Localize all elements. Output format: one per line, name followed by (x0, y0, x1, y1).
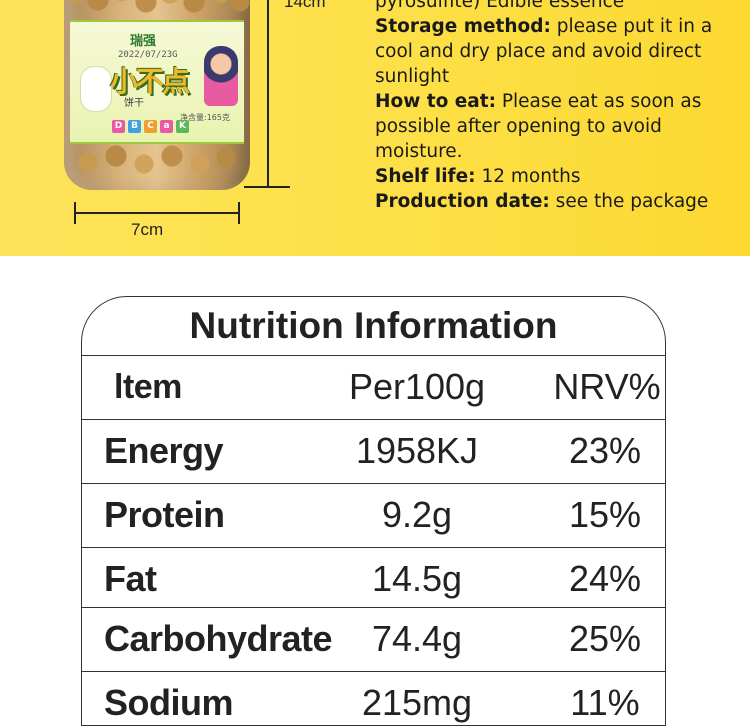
product-banner: 瑞强 2022/07/23G 小不点 饼干 净含量:165克 D B C a K… (0, 0, 750, 256)
label-net-weight: 净含量:165克 (180, 113, 230, 122)
row-per100g: 1958KJ (355, 430, 479, 471)
row-nrv: 23% (568, 430, 642, 471)
letter-block: D (112, 120, 125, 133)
how-to-eat: How to eat: Please eat as soon as possib… (375, 89, 735, 164)
row-per100g: 74.4g (371, 618, 463, 659)
storage-method: Storage method: please put it in a cool … (375, 14, 735, 89)
height-dimension-label: 14cm (284, 0, 326, 11)
width-dimension-line (74, 212, 240, 214)
storage-label: Storage method: (375, 16, 551, 37)
shelf-life: Shelf life: 12 months (375, 164, 735, 189)
row-item: Protein (104, 494, 225, 535)
letter-blocks: D B C a K (112, 120, 189, 133)
row-per100g: 215mg (361, 682, 473, 723)
label-subtitle: 饼干 (124, 98, 144, 109)
label-date: 2022/07/23G (118, 50, 178, 60)
row-nrv: 15% (568, 494, 642, 535)
label-product-name: 小不点 (110, 65, 190, 98)
height-dimension-cap (244, 186, 290, 188)
storage-text: please put it in a cool and dry place an… (375, 16, 713, 87)
header-per100g: Per100g (348, 366, 486, 407)
shelf-text: 12 months (475, 166, 581, 187)
nutrition-table: Nutrition Information ltem Per100g NRV% … (81, 296, 666, 726)
letter-block: C (144, 120, 157, 133)
width-dimension-cap-left (74, 202, 76, 224)
row-per100g: 9.2g (381, 494, 453, 535)
eat-label: How to eat: (375, 91, 496, 112)
width-dimension-label: 7cm (131, 220, 164, 239)
row-item: Sodium (104, 682, 234, 723)
row-nrv: 25% (568, 618, 642, 659)
table-row: Fat 14.5g 24% (82, 547, 665, 611)
production-text: see the package (549, 191, 709, 212)
row-item: Carbohydrate (104, 618, 333, 659)
table-row: Carbohydrate 74.4g 25% (82, 607, 665, 671)
product-info-text: pyrosulfite) Edible essence Storage meth… (375, 0, 735, 214)
shelf-label: Shelf life: (375, 166, 476, 187)
row-nrv: 24% (568, 558, 642, 599)
production-label: Production date: (375, 191, 550, 212)
header-item: ltem (114, 367, 182, 406)
width-dimension-cap-right (238, 202, 240, 224)
nutrition-header-row: ltem Per100g NRV% (82, 355, 665, 419)
height-dimension-line (267, 0, 269, 188)
table-row: Protein 9.2g 15% (82, 483, 665, 547)
row-item: Fat (104, 558, 157, 599)
production-date: Production date: see the package (375, 189, 735, 214)
eat-text: Please eat as soon as possible after ope… (375, 91, 702, 162)
letter-block: a (160, 120, 173, 133)
biscuit-jar-image: 瑞强 2022/07/23G 小不点 饼干 净含量:165克 D B C a K (64, 0, 250, 190)
label-brand: 瑞强 (130, 34, 157, 49)
table-row: Energy 1958KJ 23% (82, 419, 665, 483)
letter-block: K (176, 120, 189, 133)
bear-figure-icon (80, 66, 112, 112)
row-item: Energy (104, 430, 224, 471)
letter-block: B (128, 120, 141, 133)
row-nrv: 11% (570, 682, 640, 723)
girl-figure-icon (204, 46, 238, 106)
ingredients-tail: pyrosulfite) Edible essence (375, 0, 625, 12)
table-row: Sodium 215mg 11% (82, 671, 665, 725)
nutrition-title: Nutrition Information (189, 305, 558, 346)
jar-label: 瑞强 2022/07/23G 小不点 饼干 净含量:165克 D B C a K (70, 20, 244, 144)
header-nrv: NRV% (553, 366, 661, 407)
row-per100g: 14.5g (371, 558, 463, 599)
cookies-bottom (74, 142, 240, 182)
